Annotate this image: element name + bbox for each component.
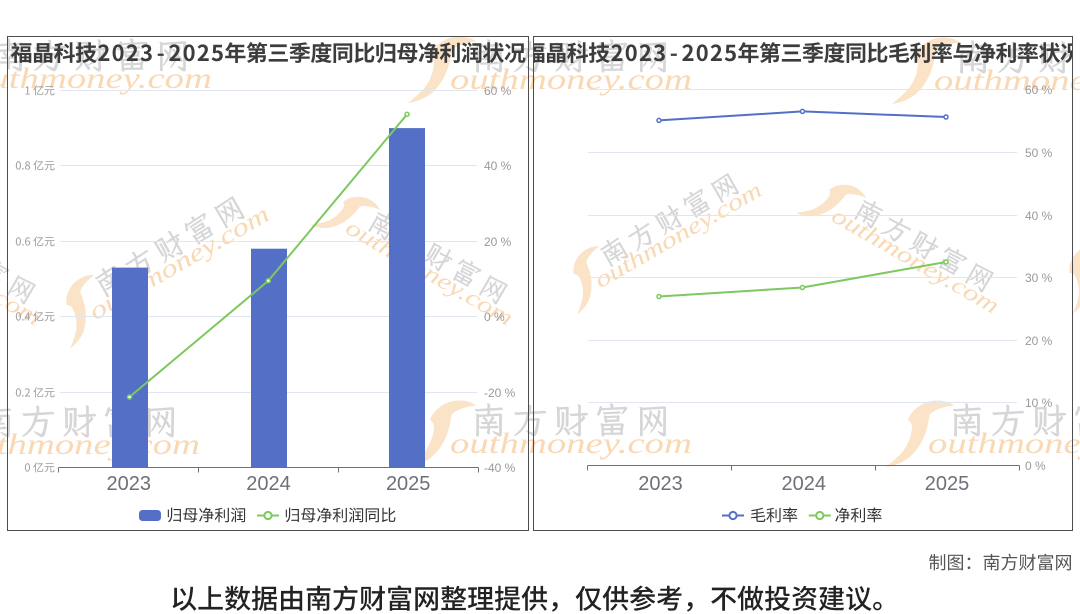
svg-text:2023: 2023 [107,473,152,495]
svg-text:0 %: 0 % [484,310,505,324]
svg-text:-20 %: -20 % [484,386,516,400]
svg-text:40 %: 40 % [484,159,512,173]
svg-text:10 %: 10 % [1025,396,1053,410]
svg-text:60 %: 60 % [484,84,512,98]
svg-text:2024: 2024 [782,473,827,495]
svg-text:0 %: 0 % [1025,459,1046,473]
svg-text:30 %: 30 % [1025,271,1053,285]
svg-text:2025: 2025 [386,473,431,495]
svg-text:2025: 2025 [925,473,970,495]
svg-text:60 %: 60 % [1025,83,1053,97]
svg-text:40 %: 40 % [1025,209,1053,223]
svg-text:-40 %: -40 % [484,461,516,475]
svg-text:20 %: 20 % [484,235,512,249]
svg-text:20 %: 20 % [1025,334,1053,348]
svg-text:2024: 2024 [246,473,291,495]
svg-text:50 %: 50 % [1025,146,1053,160]
svg-text:2023: 2023 [638,473,683,495]
